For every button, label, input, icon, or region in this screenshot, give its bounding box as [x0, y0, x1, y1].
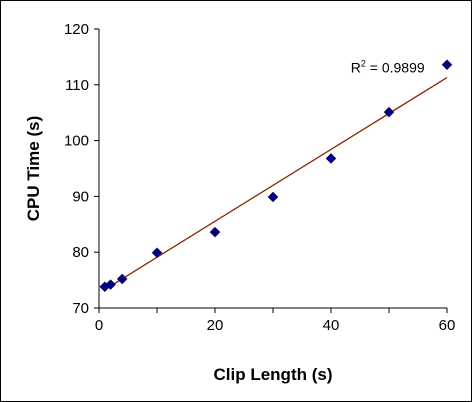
x-tick-label: 0: [95, 317, 103, 334]
r-squared-prefix: R: [351, 60, 361, 76]
x-axis-title: Clip Length (s): [214, 365, 333, 384]
data-points-layer: [99, 59, 453, 293]
x-tick-label: 40: [323, 317, 340, 334]
y-tick-label: 110: [65, 77, 89, 94]
y-tick-label: 120: [64, 21, 89, 38]
r-squared-annotation: R2 = 0.9899: [351, 59, 425, 76]
y-tick-label: 90: [72, 188, 89, 205]
data-point: [151, 247, 163, 259]
chart-axes: 70 80 90 100 110 120 0 20 40 60: [64, 21, 455, 334]
data-point: [267, 191, 279, 203]
trendline-layer: [104, 76, 448, 291]
data-point: [105, 279, 116, 290]
y-tick-label: 80: [72, 244, 89, 261]
y-tick-label: 100: [64, 133, 89, 150]
y-axis-title: CPU Time (s): [24, 116, 43, 222]
r-squared-superscript: 2: [361, 59, 366, 69]
data-point: [441, 59, 453, 71]
data-point: [209, 226, 221, 238]
x-tick-label: 20: [207, 317, 224, 334]
data-point: [383, 106, 395, 118]
trendline: [104, 76, 448, 291]
data-point: [325, 153, 337, 164]
x-tick-label: 60: [439, 317, 456, 334]
r-squared-value: = 0.9899: [366, 60, 425, 76]
data-point: [116, 273, 128, 285]
y-tick-label: 70: [72, 300, 89, 317]
